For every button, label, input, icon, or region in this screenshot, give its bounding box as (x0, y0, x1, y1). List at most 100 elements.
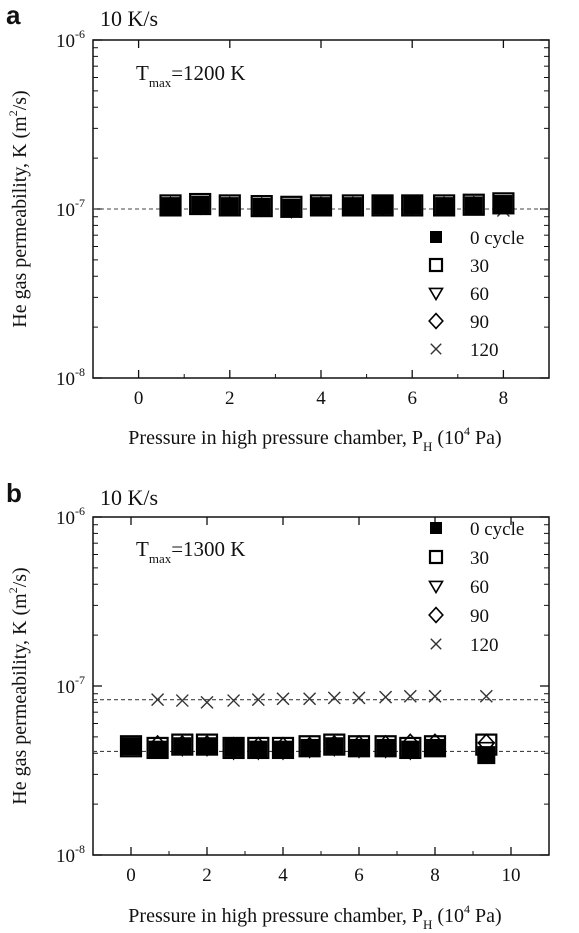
y-tick-label: 10-6 (56, 504, 85, 529)
data-point (220, 197, 239, 216)
y-tick-label: 10-6 (56, 27, 85, 52)
x-tick-label: 0 (126, 865, 136, 886)
data-point (224, 736, 243, 757)
x-tick-label: 0 (134, 388, 144, 409)
x-tick-label: 8 (499, 388, 509, 409)
legend-label: 90 (470, 312, 489, 333)
panel-a: a 10 K/s 0 2 4 6 8 10-8 10-7 10-6 0 cycle 30 60 90 120… (6, 0, 550, 454)
legend-label: 30 (470, 256, 489, 277)
data-point (282, 198, 301, 219)
legend-marker (430, 522, 442, 534)
data-point (464, 195, 483, 216)
y-tick-label: 10-8 (56, 365, 85, 390)
series-0-cycle (161, 195, 513, 217)
heating-rate-label: 10 K/s (100, 6, 158, 31)
y-tick-label: 10-8 (56, 842, 85, 867)
data-point (119, 735, 143, 758)
x-tick-label: 6 (407, 388, 417, 409)
data-point (175, 694, 189, 708)
legend-marker (430, 343, 442, 355)
legend-label: 0 cycle (470, 228, 524, 249)
data-point (198, 734, 216, 755)
legend-label: 0 cycle (470, 519, 524, 540)
panel-letter: a (6, 0, 21, 30)
data-point (327, 691, 341, 705)
data-point (477, 733, 496, 753)
legend-marker (428, 287, 444, 302)
data-point (251, 693, 265, 707)
data-point (300, 736, 319, 757)
y-tick-label: 10-7 (56, 196, 85, 221)
data-point (303, 692, 317, 706)
data-point (325, 734, 344, 755)
legend-marker (428, 257, 444, 273)
legend-marker (430, 638, 442, 650)
data-point (252, 197, 271, 216)
heating-rate-label: 10 K/s (100, 485, 158, 510)
data-point (200, 695, 214, 709)
data-point (195, 733, 219, 756)
data-point (352, 691, 366, 705)
x-tick-label: 4 (278, 865, 288, 886)
data-point (376, 738, 395, 757)
x-tick-label: 2 (202, 865, 212, 886)
legend-marker (430, 231, 442, 243)
data-point (249, 740, 268, 759)
data-point (298, 735, 321, 758)
data-point (401, 740, 420, 759)
legend-marker (428, 549, 444, 565)
tmax-label: Tmax=1300 K (136, 537, 245, 566)
data-point (161, 197, 180, 216)
data-point (343, 197, 362, 216)
data-point (151, 693, 165, 707)
data-point (312, 196, 330, 216)
series-120 (151, 689, 493, 709)
data-point (274, 740, 292, 759)
series-90 (161, 194, 513, 219)
data-point (423, 735, 447, 758)
data-point (426, 738, 444, 757)
series-90 (148, 733, 496, 757)
data-point (276, 692, 290, 706)
data-point (403, 689, 417, 703)
data-point (148, 740, 167, 759)
data-point (403, 196, 422, 216)
legend-marker (428, 606, 444, 624)
data-point (426, 733, 444, 753)
data-point (435, 197, 454, 216)
panel-b: b 10 K/s 0 2 4 6 8 10 10-8 10-7 10-6 0 cycle 30 60 90 1… (6, 478, 550, 932)
legend-label: 60 (470, 284, 489, 305)
x-axis-label: Pressure in high pressure chamber, PH (1… (128, 902, 501, 932)
legend-label: 120 (470, 635, 499, 656)
x-tick-label: 8 (430, 865, 440, 886)
data-point (350, 734, 368, 755)
data-point (122, 737, 140, 756)
x-tick-label: 10 (502, 865, 521, 886)
data-point (428, 689, 442, 703)
x-axis-label: Pressure in high pressure chamber, PH (1… (128, 424, 501, 454)
data-point (494, 194, 513, 215)
y-axis-label: He gas permeability, K (m2/s) (6, 567, 31, 804)
data-point (171, 733, 194, 756)
data-point (399, 736, 422, 760)
series-30 (159, 192, 515, 218)
data-point (252, 197, 271, 217)
data-point (274, 736, 292, 757)
data-point (464, 196, 483, 215)
tmax-label: Tmax=1200 K (136, 61, 245, 90)
data-point (191, 195, 210, 216)
data-point (249, 736, 268, 757)
x-tick-label: 6 (354, 865, 364, 886)
legend-label: 60 (470, 577, 489, 598)
data-point (220, 196, 239, 216)
y-tick-label: 10-7 (56, 673, 85, 698)
data-point (350, 738, 368, 757)
x-tick-label: 4 (316, 388, 326, 409)
legend-label: 120 (470, 340, 499, 361)
data-point (479, 689, 493, 703)
data-point (343, 196, 362, 216)
data-point (323, 733, 346, 756)
legend-label: 30 (470, 548, 489, 569)
data-point (161, 196, 180, 216)
